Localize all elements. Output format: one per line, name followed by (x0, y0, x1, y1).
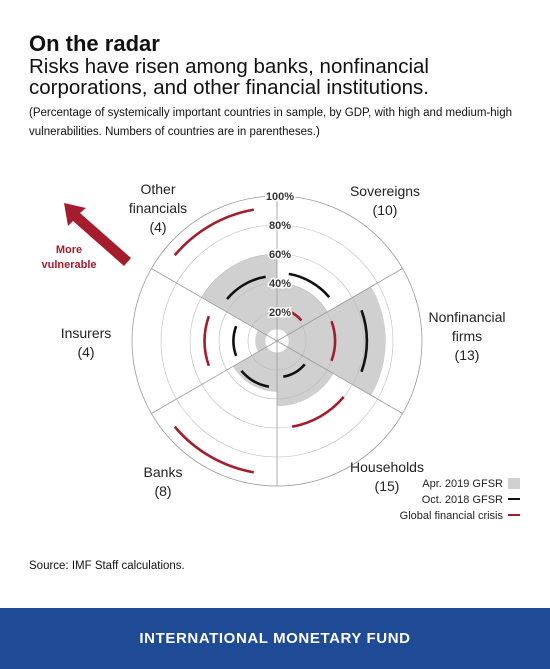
series-arc-layer (173, 208, 369, 474)
oct-2018-arc (240, 369, 270, 388)
legend-label: Oct. 2018 GFSR (422, 494, 503, 506)
chart-legend: Apr. 2019 GFSR Oct. 2018 GFSR Global finan… (400, 478, 520, 522)
gfc-arc (282, 308, 303, 322)
category-label-layer: Sovereigns (10) Nonfinancial firms (13) House… (61, 181, 506, 499)
tick-label: 60% (269, 249, 291, 261)
source-note: Source: IMF Staff calculations. (29, 560, 185, 572)
tick-label-layer: 20% 40% 60% 80% 100% (264, 190, 295, 321)
chart-title: On the radar (29, 31, 160, 56)
gfc-arc (173, 208, 255, 257)
more-vulnerable-indicator: More vulnerable (41, 203, 131, 271)
category-label: (15) (375, 478, 400, 494)
radar-gridlines (151, 196, 403, 486)
category-label: (4) (149, 219, 166, 235)
category-label: Sovereigns (350, 183, 420, 199)
tick-label: 80% (269, 220, 291, 232)
category-label: financials (129, 200, 187, 216)
sector-divider (276, 268, 403, 342)
legend-label: Apr. 2019 GFSR (422, 478, 503, 490)
gfc-arc (173, 425, 255, 474)
chart-note: (Percentage of systemically important co… (29, 107, 513, 138)
category-label: (8) (154, 483, 171, 499)
more-vulnerable-label-2: vulnerable (41, 259, 96, 271)
oct-2018-arc (232, 325, 238, 357)
apr-2019-sector (277, 283, 328, 336)
tick-label: 20% (269, 307, 291, 319)
legend-swatch-gray (508, 478, 520, 489)
category-label: (4) (77, 344, 94, 360)
category-label: Insurers (61, 325, 112, 341)
apr-2019-fill-layer (201, 254, 386, 407)
category-label: firms (452, 328, 482, 344)
more-vulnerable-label-1: More (56, 244, 82, 256)
apr-2019-sector (201, 254, 277, 336)
imf-logo-text: INTERNATIONAL MONETARY FUND (139, 630, 411, 647)
oct-2018-arc (360, 309, 369, 373)
radar-chart: 20% 40% 60% 80% 100% Sovereigns (10) Nonfinanc… (41, 181, 520, 522)
category-label: Banks (144, 464, 183, 480)
apr-2019-sector (255, 330, 267, 352)
gfc-arc (330, 320, 337, 362)
tick-label: 100% (266, 191, 294, 203)
apr-2019-sector (233, 346, 277, 392)
sector-divider (276, 340, 403, 414)
tick-label: 40% (269, 278, 291, 290)
category-label: (10) (373, 202, 398, 218)
category-label: Households (350, 459, 424, 475)
legend-label: Global financial crisis (400, 510, 504, 522)
gfc-arc (291, 396, 345, 428)
category-label: Other (140, 181, 175, 197)
sector-divider (151, 268, 278, 342)
apr-2019-sector (277, 346, 334, 407)
oct-2018-arc (288, 272, 331, 299)
oct-2018-arc (283, 363, 306, 378)
gfc-arc (203, 315, 211, 367)
category-label: Nonfinancial (428, 309, 505, 325)
imf-footer: INTERNATIONAL MONETARY FUND (0, 608, 550, 669)
sector-divider (151, 340, 278, 414)
category-label: (13) (455, 347, 480, 363)
more-vulnerable-arrow-icon (64, 203, 131, 266)
oct-2018-arc (226, 275, 266, 300)
chart-subtitle: Risks have risen among banks, nonfinanci… (29, 55, 429, 99)
